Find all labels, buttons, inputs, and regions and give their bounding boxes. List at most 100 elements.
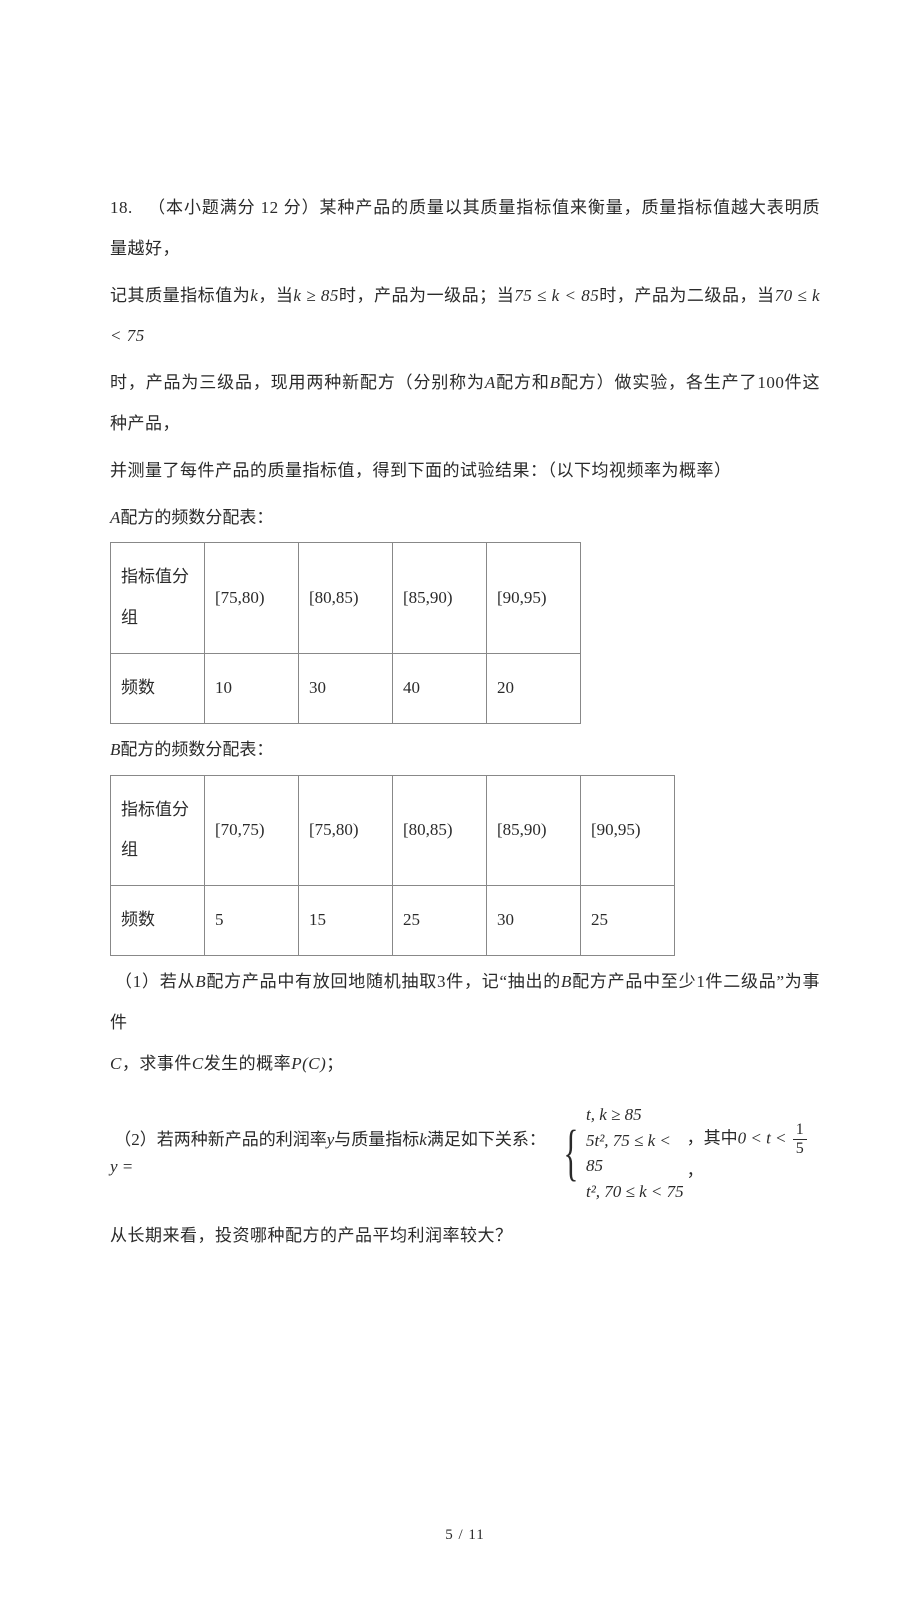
caption-b-text: 配方的频数分配表：: [120, 740, 273, 759]
cell-text: 20: [497, 678, 514, 697]
text: 时，产品为一级品；当: [339, 286, 514, 305]
cell-text: 40: [403, 678, 420, 697]
cell-text: 10: [215, 678, 232, 697]
hundred: 100: [757, 373, 784, 392]
brace-icon: {: [564, 1122, 579, 1184]
case-1: t, k ≥ 85: [586, 1102, 687, 1128]
text: 配方产品中有放回地随机抽取: [206, 972, 437, 991]
cell-text: [90,95): [497, 588, 547, 607]
problem-intro: 18. （本小题满分 12 分）某种产品的质量以其质量指标值来衡量，质量指标值越…: [110, 188, 820, 270]
text: 配方）做实验，各生产了: [561, 373, 758, 392]
table-b-caption: B配方的频数分配表：: [110, 730, 820, 771]
letter-b: B: [561, 972, 572, 991]
letter-c: C: [110, 1054, 122, 1073]
table-a-head: 指标值分组: [111, 543, 205, 654]
cell-text: [75,80): [309, 820, 359, 839]
cell-text: 30: [497, 910, 514, 929]
cell-text: 5: [215, 910, 224, 929]
text: ，其中: [687, 1129, 738, 1148]
question-2-last: 从长期来看，投资哪种配方的产品平均利润率较大？: [110, 1216, 820, 1257]
table-a-freq: 20: [487, 653, 581, 723]
text: 配方和: [496, 373, 550, 392]
table-b-col: [75,80): [299, 775, 393, 886]
table-b-freq: 15: [299, 886, 393, 956]
table-a-col: [85,90): [393, 543, 487, 654]
table-a-col: [90,95): [487, 543, 581, 654]
caption-a-letter: A: [110, 508, 120, 527]
table-a-col: [80,85): [299, 543, 393, 654]
text: 时，产品为三级品，现用两种新配方（分别称为: [110, 373, 485, 392]
num-1: 1: [696, 972, 705, 991]
cond-2: 75 ≤ k < 85: [514, 286, 599, 305]
table-row: 频数 5 15 25 30 25: [111, 886, 675, 956]
text: 配方产品中至少: [572, 972, 696, 991]
text: 件，记“抽出的: [446, 972, 561, 991]
text: 发生的概率: [204, 1054, 292, 1073]
case-3: t², 70 ≤ k < 75: [586, 1179, 687, 1205]
table-b-freq-label: 频数: [111, 886, 205, 956]
table-b-freq: 25: [581, 886, 675, 956]
cell-text: 15: [309, 910, 326, 929]
caption-a-text: 配方的频数分配表：: [120, 508, 273, 527]
table-b-freq: 30: [487, 886, 581, 956]
num-3: 3: [437, 972, 446, 991]
table-a-caption: A配方的频数分配表：: [110, 498, 820, 539]
question-2: （2）若两种新产品的利润率y与质量指标k满足如下关系： y = { t, k ≥…: [110, 1102, 820, 1204]
cell-text: [75,80): [215, 588, 265, 607]
intro-line-2: 记其质量指标值为k，当k ≥ 85时，产品为一级品；当75 ≤ k < 85时，…: [110, 276, 820, 358]
table-b-col: [70,75): [205, 775, 299, 886]
case-2: 5t², 75 ≤ k < 85: [586, 1128, 687, 1179]
cell-text: 25: [591, 910, 608, 929]
text: 时，产品为二级品，当: [599, 286, 774, 305]
table-b-freq: 25: [393, 886, 487, 956]
cell-text: [85,90): [497, 820, 547, 839]
text: ，: [687, 1161, 704, 1180]
text: ，当: [258, 286, 293, 305]
table-row: 指标值分组 [70,75) [75,80) [80,85) [85,90) [9…: [111, 775, 675, 886]
question-1-line-2: C，求事件C发生的概率P(C)；: [110, 1044, 820, 1085]
table-b-freq: 5: [205, 886, 299, 956]
var-k: k: [419, 1130, 427, 1149]
text: （2）若两种新产品的利润率: [114, 1130, 327, 1149]
table-row: 频数 10 30 40 20: [111, 653, 581, 723]
frac-den: 5: [796, 1140, 804, 1157]
caption-b-letter: B: [110, 740, 120, 759]
table-a-freq: 10: [205, 653, 299, 723]
cell-text: 25: [403, 910, 420, 929]
text: ，求事件: [122, 1054, 192, 1073]
text: 与质量指标: [334, 1130, 419, 1149]
cond-1: k ≥ 85: [293, 286, 338, 305]
text: （1）若从: [115, 972, 195, 991]
cell-text: [80,85): [403, 820, 453, 839]
cell-text: [70,75): [215, 820, 265, 839]
table-b-col: [80,85): [393, 775, 487, 886]
question-1-line-1: （1）若从B配方产品中有放回地随机抽取3件，记“抽出的B配方产品中至少1件二级品…: [110, 962, 820, 1044]
problem-number: 18.: [110, 198, 133, 217]
table-b-col: [90,95): [581, 775, 675, 886]
letter-b: B: [550, 373, 561, 392]
table-a-freq: 40: [393, 653, 487, 723]
cell-text: [85,90): [403, 588, 453, 607]
table-a: 指标值分组 [75,80) [80,85) [85,90) [90,95) 频数…: [110, 542, 581, 723]
cell-text: [80,85): [309, 588, 359, 607]
semicolon: ；: [326, 1054, 344, 1073]
table-b-head: 指标值分组: [111, 775, 205, 886]
letter-c: C: [192, 1054, 204, 1073]
table-a-freq-label: 频数: [111, 653, 205, 723]
table-row: 指标值分组 [75,80) [80,85) [85,90) [90,95): [111, 543, 581, 654]
text: 记其质量指标值为: [110, 286, 250, 305]
letter-b: B: [195, 972, 206, 991]
frac-num: 1: [793, 1122, 807, 1140]
table-a-freq: 30: [299, 653, 393, 723]
table-a-col: [75,80): [205, 543, 299, 654]
intro-line-3: 时，产品为三级品，现用两种新配方（分别称为A配方和B配方）做实验，各生产了100…: [110, 363, 820, 445]
t-range: 0 < t <: [738, 1129, 787, 1148]
cell-text: [90,95): [591, 820, 641, 839]
table-b: 指标值分组 [70,75) [75,80) [80,85) [85,90) [9…: [110, 775, 675, 956]
piecewise-function: { t, k ≥ 85 5t², 75 ≤ k < 85 t², 70 ≤ k …: [558, 1102, 686, 1204]
pc-expr: P(C): [291, 1054, 326, 1073]
intro-line-4: 并测量了每件产品的质量指标值，得到下面的试验结果：（以下均视频率为概率）: [110, 451, 820, 492]
intro-line-1: （本小题满分 12 分）某种产品的质量以其质量指标值来衡量，质量指标值越大表明质…: [110, 198, 820, 258]
page-footer: 5 / 11: [110, 1517, 820, 1553]
text: 满足如下关系：: [427, 1130, 546, 1149]
